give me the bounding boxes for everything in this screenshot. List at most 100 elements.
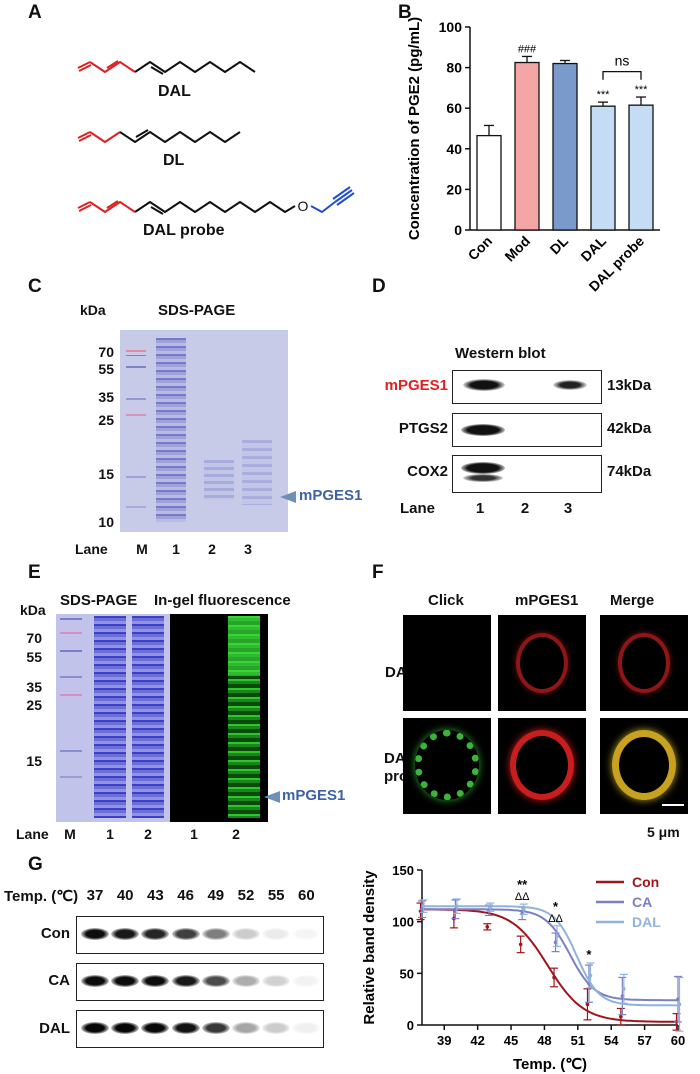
marker-label-e: 70 <box>26 630 42 646</box>
marker-band <box>126 506 146 508</box>
significance-label: *** <box>635 84 649 96</box>
band <box>111 1022 140 1034</box>
data-point <box>453 907 458 912</box>
star-annotation: * <box>586 947 592 962</box>
arrow-triangle-icon <box>280 491 296 503</box>
panel-label-g: G <box>28 854 43 875</box>
y-axis-label: Concentration of PGE2 (pg/mL) <box>406 17 423 240</box>
western-blot-title: Western blot <box>455 345 546 362</box>
band <box>262 975 291 987</box>
oxygen-atom: O <box>298 198 309 214</box>
x-tick-label: 45 <box>504 1033 518 1048</box>
blot-row-label-con: Con <box>40 925 70 942</box>
temp-label: 43 <box>147 887 164 904</box>
lane-header-d: Lane <box>400 500 436 517</box>
data-point <box>585 1002 590 1007</box>
band <box>111 928 140 940</box>
band <box>262 1022 291 1034</box>
data-point <box>420 907 424 912</box>
cell-ring <box>415 730 479 800</box>
bar <box>590 105 616 231</box>
compound-label-dl: DL <box>163 152 185 169</box>
structure-dal-probe <box>77 186 355 215</box>
panel-label-c: C <box>28 276 42 297</box>
marker-band <box>126 476 146 478</box>
ns-label: ns <box>615 53 630 69</box>
y-tick-label: 60 <box>446 100 462 116</box>
marker-label-c: 15 <box>98 466 114 482</box>
column-label-click: Click <box>428 592 464 609</box>
data-point <box>521 907 526 912</box>
data-point <box>588 973 593 978</box>
lane2-bands <box>204 460 234 500</box>
significance-label: ### <box>518 43 537 55</box>
data-point <box>552 975 556 980</box>
panel-label-f: F <box>372 562 384 583</box>
lane-label-d: 2 <box>520 500 530 517</box>
blot-row-label-mpges1: mPGES1 <box>384 377 448 394</box>
band <box>262 928 291 940</box>
marker-label-c: 70 <box>98 344 114 360</box>
marker-label-e: 15 <box>26 753 42 769</box>
fluorescence-lane2-top <box>228 616 260 676</box>
data-point <box>622 987 626 991</box>
compound-label-dal-probe: DAL probe <box>143 222 225 239</box>
lane-label-c: 1 <box>172 541 180 557</box>
panel-label-a: A <box>28 2 42 23</box>
marker-band <box>60 650 82 652</box>
pge2-bar-chart: 0 20 40 60 80 100 Concentration of PGE2 (pg/mL… <box>406 17 660 295</box>
band <box>201 1022 230 1034</box>
data-point <box>518 942 523 947</box>
blot-row-label-cox2: COX2 <box>407 463 448 480</box>
x-tick-label: 42 <box>470 1033 484 1048</box>
legend-label: CA <box>632 894 652 910</box>
y-tick-label: 100 <box>439 19 463 35</box>
band <box>171 1022 200 1034</box>
blot-row-label-ca: CA <box>48 972 70 989</box>
temp-label: 40 <box>116 887 134 904</box>
marker-band <box>60 694 82 696</box>
band <box>171 975 200 987</box>
marker-band <box>60 750 82 752</box>
band <box>553 380 587 390</box>
band <box>111 975 140 987</box>
marker-band <box>126 414 146 416</box>
temp-label: 55 <box>267 887 285 904</box>
band <box>141 1022 170 1034</box>
lane1-smear-e <box>94 616 126 818</box>
band <box>201 928 230 940</box>
x-tick-label: 39 <box>437 1033 451 1048</box>
significance-label: *** <box>597 89 611 101</box>
melting-curve-chart: 0 50 100 150 39 42 45 48 51 54 57 60 Temp. (℃) Relati… <box>361 863 685 1073</box>
micrograph-probe-merge <box>600 718 688 814</box>
x-tick-label: DL <box>547 232 572 257</box>
sds-page-gel-c <box>120 330 288 532</box>
bar <box>514 61 540 231</box>
lane-label-e: 2 <box>144 826 152 842</box>
delta-annotation: ΔΔ <box>548 913 563 925</box>
x-tick-label: Mod <box>501 233 533 265</box>
band <box>292 1022 321 1034</box>
blot-con <box>76 916 324 954</box>
sds-page-title-e: SDS-PAGE <box>60 592 138 609</box>
band <box>232 1022 260 1034</box>
data-point <box>488 905 493 909</box>
marker-band <box>60 618 82 620</box>
y-tick-label: 100 <box>392 915 414 930</box>
x-tick-label: 48 <box>537 1033 551 1048</box>
lane1-smear <box>156 338 186 522</box>
lane-label-e: 1 <box>190 826 198 842</box>
marker-band <box>126 398 146 400</box>
band <box>232 975 260 987</box>
cell-ring <box>510 730 574 800</box>
x-tick-label: 57 <box>637 1033 651 1048</box>
arrow-triangle-icon <box>264 791 280 803</box>
lane-label-d: 3 <box>563 500 573 517</box>
marker-label-c: 10 <box>98 514 114 530</box>
bar <box>552 62 578 231</box>
cell-ring <box>618 633 670 693</box>
lane-header-e: Lane <box>16 826 49 842</box>
kda-label-c: kDa <box>80 302 106 318</box>
y-tick-label: 40 <box>446 141 462 157</box>
mw-label-ptgs2: 42kDa <box>607 420 652 437</box>
